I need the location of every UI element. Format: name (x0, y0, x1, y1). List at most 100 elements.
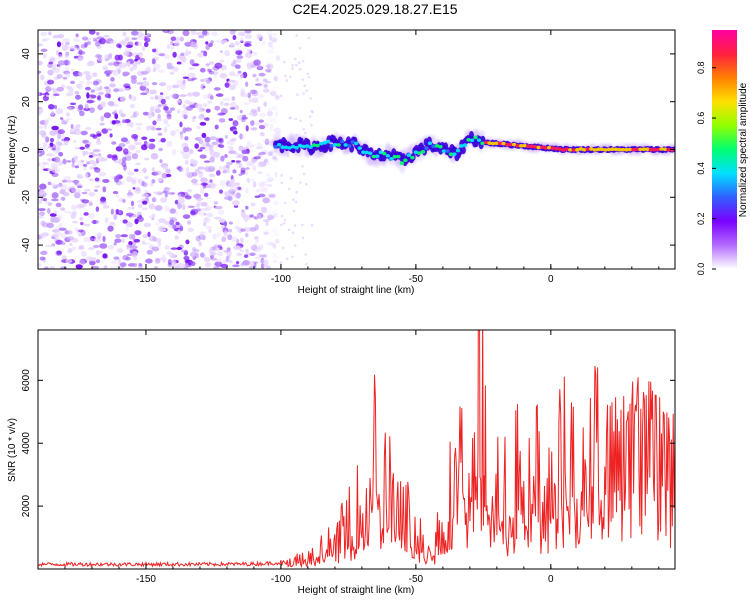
noise-blob (279, 261, 283, 264)
noise-blob (199, 231, 206, 235)
noise-blob (133, 255, 138, 261)
noise-blob (250, 120, 255, 126)
noise-blob (134, 230, 142, 236)
noise-blob (224, 82, 230, 88)
noise-blob (243, 226, 251, 233)
noise-blob (203, 166, 212, 172)
noise-blob (141, 193, 149, 198)
noise-blob (159, 257, 167, 261)
noise-blob (38, 107, 44, 114)
noise-blob (214, 205, 223, 210)
noise-blob (199, 187, 205, 194)
noise-blob (83, 223, 91, 227)
noise-blob (141, 81, 150, 87)
noise-blob (238, 162, 243, 169)
spectrogram-x-ticks: -150 -100 -50 0 (37, 30, 660, 285)
signal-peak (392, 154, 398, 159)
signal-peak (606, 147, 612, 152)
noise-blob (245, 81, 249, 87)
noise-blob (92, 244, 100, 249)
noise-blob (100, 157, 108, 162)
noise-blob (249, 112, 254, 116)
signal-peak (547, 145, 552, 150)
noise-blob (135, 186, 141, 192)
noise-blob (285, 79, 289, 82)
noise-blob (180, 56, 187, 63)
noise-blob (254, 83, 263, 86)
noise-blob (298, 46, 302, 50)
noise-blob (267, 151, 273, 157)
noise-blob (279, 94, 283, 98)
noise-blob (250, 202, 256, 207)
noise-blob (198, 35, 205, 39)
spectrogram-y-label: Frequency (Hz) (7, 116, 18, 185)
y-tick-label: 2000 (21, 495, 32, 518)
noise-blob (235, 192, 241, 199)
noise-blob (104, 93, 111, 98)
snr-x-label: Height of straight line (km) (298, 585, 415, 596)
noise-blob (235, 105, 240, 111)
noise-blob (255, 214, 262, 219)
noise-blob (229, 107, 236, 110)
noise-blob (188, 67, 196, 70)
noise-blob (302, 127, 306, 131)
noise-blob (187, 220, 191, 225)
noise-blob (200, 83, 206, 90)
noise-blob (154, 95, 159, 100)
noise-blob (219, 73, 228, 79)
noise-blob (172, 51, 177, 58)
noise-blob (146, 249, 153, 255)
x-tick-label: -100 (271, 574, 291, 585)
noise-blob (184, 172, 189, 176)
noise-blob (55, 141, 60, 148)
noise-blob (273, 194, 278, 199)
noise-blob (256, 35, 264, 40)
noise-blob (218, 138, 223, 142)
noise-blob (148, 215, 155, 219)
noise-blob (92, 148, 101, 153)
signal-peak (483, 140, 489, 145)
noise-blob (152, 236, 157, 242)
noise-blob (57, 129, 66, 135)
noise-blob (245, 52, 253, 59)
noise-blob (135, 150, 141, 154)
noise-blob (113, 256, 120, 260)
noise-blob (42, 162, 50, 165)
noise-blob (95, 250, 100, 256)
noise-blob (257, 94, 265, 98)
noise-blob (295, 190, 298, 194)
noise-blob (164, 192, 168, 198)
noise-blob (265, 80, 271, 84)
noise-blob (136, 263, 140, 266)
noise-blob (188, 50, 192, 55)
signal-peak (494, 141, 499, 146)
noise-blob (143, 222, 151, 228)
noise-blob (282, 246, 285, 250)
noise-blob (267, 107, 273, 113)
noise-blob (62, 158, 67, 165)
noise-blob (226, 250, 233, 257)
noise-blob (301, 223, 304, 227)
noise-blob (75, 189, 82, 194)
noise-blob (84, 127, 92, 131)
noise-blob (166, 251, 173, 255)
noise-blob (127, 194, 132, 199)
noise-blob (219, 246, 223, 251)
noise-blob (123, 164, 127, 171)
noise-blob (231, 61, 237, 66)
noise-blob (154, 205, 163, 211)
noise-blob (265, 150, 269, 154)
noise-blob (190, 30, 196, 36)
noise-blob (51, 198, 59, 202)
noise-blob (55, 50, 59, 55)
noise-blob (102, 235, 106, 243)
noise-blob (57, 60, 66, 66)
noise-blob (109, 133, 113, 138)
noise-blob (251, 97, 259, 104)
noise-blob (251, 89, 259, 97)
noise-blob (158, 53, 166, 57)
signal-peak (287, 146, 292, 150)
noise-blob (38, 234, 42, 240)
noise-blob (257, 65, 263, 69)
noise-blob (163, 220, 172, 225)
